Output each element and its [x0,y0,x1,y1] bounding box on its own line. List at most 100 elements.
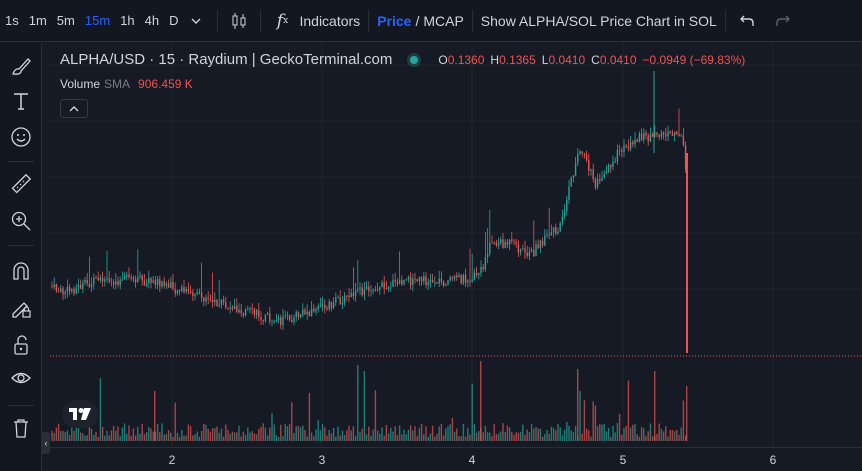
candle-body [374,289,377,291]
candle-body [394,280,396,282]
collapse-legend-button[interactable] [60,99,88,118]
candle-body [262,319,264,321]
candle-body [273,320,275,322]
candle-body [121,279,124,281]
volume-label[interactable]: Volume [60,77,101,91]
volume-bar [271,413,273,441]
candle-body [383,282,385,289]
price-change: −0.0949 (−69.83%) [642,52,746,67]
candle-body [137,277,139,283]
time-axis[interactable]: 2 3 4 5 6 [50,447,862,471]
candles-icon[interactable] [226,8,252,34]
magnet-icon[interactable] [8,258,34,284]
volume-bar [357,365,359,441]
volume-bar [185,435,187,441]
volume-bar [341,430,344,441]
volume-bar [57,423,60,441]
volume-bar [121,427,124,441]
volume-bar [500,431,502,441]
timeframe-15m[interactable]: 15m [84,13,111,28]
candle-body [464,274,467,283]
show-sol-chart-button[interactable]: Show ALPHA/SOL Price Chart in SOL [480,12,717,29]
pencil-lock-icon[interactable] [8,295,34,321]
undo-icon[interactable] [734,8,760,34]
candle-body [365,286,368,290]
ohlc-values: O0.1360 H0.1365 L0.0410 C0.0410 −0.0949 … [438,53,745,67]
candle-body [486,253,489,258]
candle-body [552,227,555,233]
volume-bar [379,433,381,441]
volume-bar [266,435,269,441]
ruler-icon[interactable] [8,171,34,197]
candle-body [616,149,619,162]
volume-bar [258,428,260,441]
candle-body [627,146,630,149]
emoji-icon[interactable] [8,124,34,150]
candle-body [154,280,157,285]
candle-body [678,133,680,137]
volume-bar [337,426,339,441]
timeframe-5m[interactable]: 5m [56,13,75,28]
candle-body [537,244,539,249]
candle-body [185,288,187,292]
price-mcap-toggle[interactable]: Price / MCAP [377,13,464,29]
tradingview-logo-icon[interactable] [62,400,98,428]
candle-body [304,309,306,315]
timeframe-d[interactable]: D [169,13,179,28]
chevron-down-icon[interactable] [183,8,209,34]
candle-body [640,133,643,140]
timeframe-1s[interactable]: 1s [5,13,19,28]
low-label: L [541,52,549,67]
volume-bar [277,436,280,441]
candle-body [159,279,161,287]
timeframe-1h[interactable]: 1h [120,13,135,28]
volume-bar [442,435,445,441]
candle-body [491,242,493,244]
volume-bar [222,436,225,441]
lock-icon[interactable] [8,332,34,358]
price-option[interactable]: Price [377,12,412,29]
volume-bar [101,426,104,441]
candle-body [625,145,627,147]
candle-body [211,299,214,302]
candle-body [258,309,260,318]
candle-body [484,257,487,270]
candle-body [104,279,106,282]
timeframe-1m[interactable]: 1m [28,13,47,28]
volume-bar [405,434,407,441]
volume-bar [128,425,130,441]
timeframe-4h[interactable]: 4h [144,13,160,28]
sidebar-collapse-tab[interactable]: ‹ [42,432,50,454]
chart-canvas[interactable] [50,43,862,447]
trash-icon[interactable] [8,415,34,441]
candle-body [495,243,498,246]
high-label: H [490,52,500,67]
candle-body [326,308,328,310]
volume-bar [108,435,110,441]
eye-icon[interactable] [8,365,34,391]
candle-body [222,299,225,303]
zoom-in-icon[interactable] [8,208,34,234]
candle-body [629,141,632,149]
candle-body [535,244,537,257]
volume-bar [291,402,293,441]
brush-icon[interactable] [8,53,34,79]
volume-bar [229,433,231,441]
volume-bar [383,435,385,441]
candle-body [460,275,462,284]
candle-body [493,243,495,245]
volume-bar [79,432,82,441]
volume-bar [154,391,156,441]
symbol-title[interactable]: ALPHA/USD · 15 · Raydium | GeckoTerminal… [60,51,393,68]
mcap-option[interactable]: MCAP [423,12,464,29]
text-icon[interactable] [8,88,34,114]
candle-body [130,277,132,279]
candle-body [79,284,82,289]
candle-body [317,306,319,310]
redo-icon[interactable] [770,8,796,34]
volume-bar [425,426,427,441]
candle-body [636,139,638,142]
volume-bar [275,435,278,441]
volume-bar [374,390,377,441]
